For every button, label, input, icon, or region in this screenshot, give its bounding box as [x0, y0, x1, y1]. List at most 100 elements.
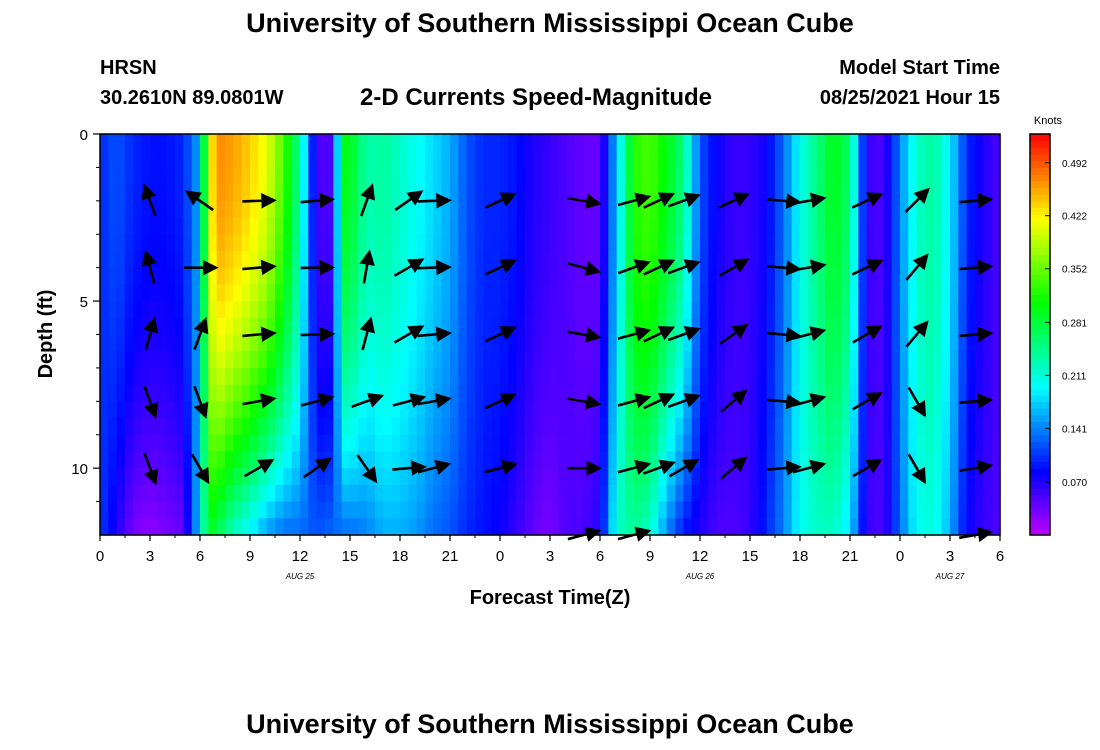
heatmap-cell	[116, 284, 126, 302]
heatmap-cell	[241, 334, 251, 352]
colorbar-band	[1030, 274, 1050, 282]
heatmap-cell	[700, 317, 709, 336]
heatmap-cell	[366, 334, 376, 352]
heatmap-cell	[525, 451, 534, 469]
heatmap-cell	[841, 351, 851, 369]
heatmap-cell	[925, 384, 934, 402]
heatmap-cell	[875, 334, 884, 352]
heatmap-cell	[200, 200, 209, 219]
heatmap-cell	[650, 317, 659, 336]
heatmap-cell	[591, 267, 601, 285]
heatmap-cell	[891, 317, 901, 336]
heatmap-cell	[508, 401, 518, 419]
heatmap-cell	[858, 484, 868, 503]
heatmap-cell	[283, 167, 293, 185]
heatmap-cell	[916, 501, 926, 519]
heatmap-cell	[966, 134, 976, 152]
heatmap-cell	[925, 367, 934, 386]
heatmap-cell	[241, 150, 251, 169]
x-tick-label: 18	[792, 548, 809, 565]
heatmap-cell	[250, 267, 259, 285]
heatmap-cell	[616, 301, 626, 319]
heatmap-cell	[841, 418, 851, 436]
heatmap-cell	[791, 234, 801, 252]
heatmap-cell	[633, 334, 643, 352]
heatmap-cell	[408, 267, 418, 285]
heatmap-cell	[458, 501, 468, 519]
heatmap-cell	[216, 334, 226, 352]
heatmap-cell	[616, 351, 626, 369]
heatmap-cell	[108, 184, 118, 202]
heatmap-cell	[941, 167, 951, 185]
heatmap-cell	[391, 267, 401, 285]
heatmap-cell	[175, 468, 184, 486]
heatmap-cell	[833, 150, 843, 169]
heatmap-cell	[725, 134, 734, 152]
heatmap-cell	[308, 484, 318, 503]
heatmap-cell	[491, 150, 501, 169]
heatmap-cell	[683, 434, 693, 453]
heatmap-cell	[975, 484, 984, 503]
heatmap-cell	[458, 250, 468, 269]
heatmap-cell	[341, 367, 351, 386]
heatmap-cell	[708, 518, 718, 536]
heatmap-cell	[250, 150, 259, 169]
heatmap-cell	[108, 418, 118, 436]
heatmap-cell	[616, 167, 626, 185]
heatmap-cell	[116, 184, 126, 202]
heatmap-cell	[416, 301, 426, 319]
heatmap-cell	[625, 167, 634, 185]
heatmap-cell	[816, 468, 826, 486]
heatmap-cell	[158, 334, 168, 352]
heatmap-cell	[425, 134, 434, 152]
current-vector	[958, 326, 994, 343]
heatmap-cell	[625, 351, 634, 369]
heatmap-cell	[183, 150, 193, 169]
heatmap-cell	[650, 501, 659, 519]
heatmap-cell	[483, 267, 493, 285]
heatmap-cell	[608, 434, 618, 453]
heatmap-cell	[141, 351, 151, 369]
heatmap-cell	[183, 501, 193, 519]
heatmap-cell	[350, 234, 359, 252]
heatmap-cell	[891, 451, 901, 469]
heatmap-cell	[725, 434, 734, 453]
heatmap-cell	[975, 434, 984, 453]
heatmap-cell	[608, 367, 618, 386]
heatmap-cell	[483, 367, 493, 386]
heatmap-cell	[950, 234, 959, 252]
heatmap-cell	[133, 451, 143, 469]
heatmap-cell	[933, 468, 943, 486]
heatmap-cell	[125, 200, 134, 219]
heatmap-cell	[541, 367, 551, 386]
heatmap-cell	[566, 334, 576, 352]
heatmap-cell	[283, 250, 293, 269]
heatmap-cell	[100, 234, 109, 252]
heatmap-cell	[658, 134, 668, 152]
heatmap-cell	[225, 250, 234, 269]
heatmap-cell	[816, 501, 826, 519]
heatmap-cell	[675, 501, 684, 519]
heatmap-cell	[266, 484, 276, 503]
heatmap-cell	[725, 367, 734, 386]
heatmap-cell	[483, 334, 493, 352]
heatmap-cell	[400, 250, 409, 269]
heatmap-cell	[691, 200, 701, 219]
heatmap-cell	[233, 451, 243, 469]
heatmap-cell	[375, 217, 384, 235]
heatmap-cell	[641, 367, 651, 386]
heatmap-cell	[425, 234, 434, 252]
colorbar-band	[1030, 174, 1050, 182]
heatmap-cell	[791, 167, 801, 185]
heatmap-cell	[516, 167, 526, 185]
heatmap-cell	[108, 451, 118, 469]
heatmap-cell	[658, 234, 668, 252]
heatmap-cell	[550, 518, 559, 536]
heatmap-cell	[691, 351, 701, 369]
heatmap-cell	[933, 384, 943, 402]
current-vector	[141, 183, 157, 217]
heatmap-cell	[525, 384, 534, 402]
heatmap-cell	[333, 184, 343, 202]
colorbar-band	[1030, 327, 1050, 336]
heatmap-cell	[958, 434, 968, 453]
